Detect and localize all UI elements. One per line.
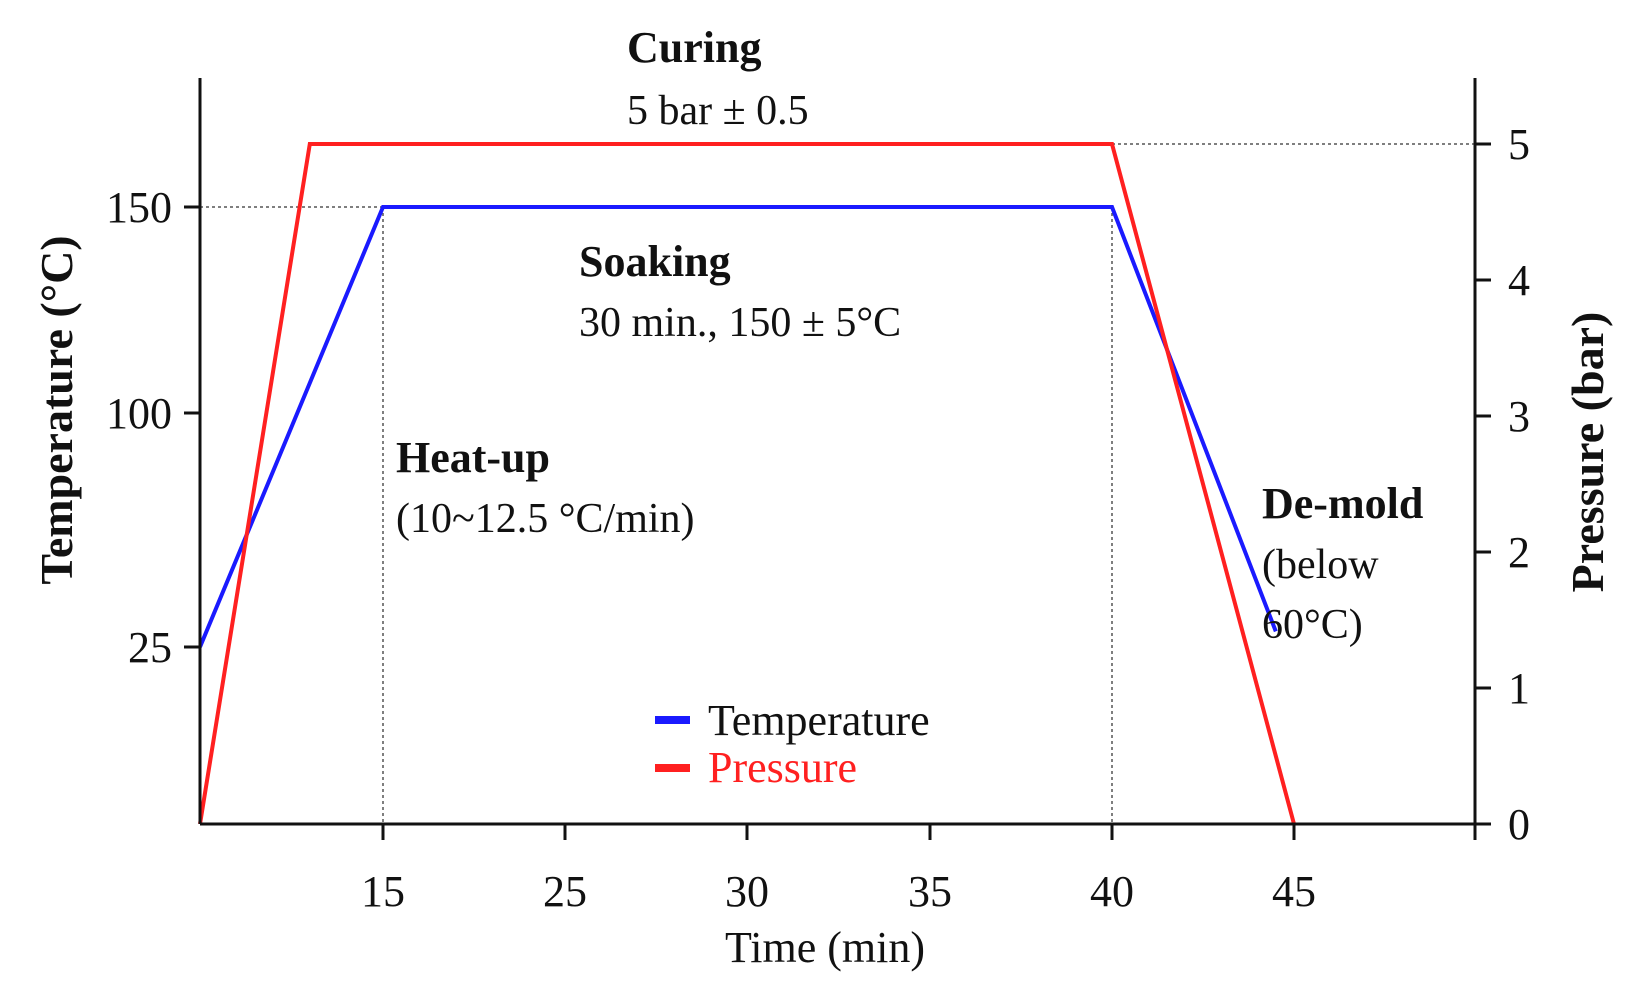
right-tick-label-1: 1: [1508, 664, 1530, 713]
heatup-annotation-detail: (10~12.5 °C/min): [396, 496, 695, 542]
right-tick-label-3: 3: [1508, 392, 1530, 441]
right-axis-title: Pressure (bar): [1562, 312, 1613, 593]
left-tick-label-100: 100: [106, 389, 172, 438]
legend: Temperature Pressure: [655, 696, 930, 792]
right-tick-label-0: 0: [1508, 800, 1530, 849]
left-axis-ticks: 25 100 150: [106, 183, 200, 672]
curing-annotation-title: Curing: [627, 23, 761, 72]
legend-temperature-label: Temperature: [708, 696, 930, 745]
x-tick-label-30: 30: [725, 867, 769, 916]
demold-annotation-detail-line2: 60°C): [1262, 602, 1363, 648]
right-axis-ticks: 0 1 2 3 4 5: [1475, 120, 1530, 849]
right-tick-label-2: 2: [1508, 528, 1530, 577]
x-tick-label-45: 45: [1272, 867, 1316, 916]
soaking-annotation-title: Soaking: [579, 237, 731, 286]
x-axis-title: Time (min): [725, 923, 925, 972]
x-tick-label-25: 25: [543, 867, 587, 916]
series-layer: [198, 142, 1296, 825]
x-axis-ticks: 15 25 30 35 40 45: [361, 824, 1477, 916]
x-tick-label-15: 15: [361, 867, 405, 916]
legend-pressure-label: Pressure: [708, 743, 857, 792]
right-tick-label-4: 4: [1508, 256, 1530, 305]
pressure-series-line: [198, 142, 1296, 825]
temperature-series-line: [198, 205, 1278, 648]
demold-annotation-detail-line1: (below: [1262, 542, 1379, 588]
soaking-annotation-detail: 30 min., 150 ± 5°C: [579, 300, 901, 346]
reference-lines: [200, 143, 1475, 824]
left-tick-label-150: 150: [106, 183, 172, 232]
x-tick-label-35: 35: [908, 867, 952, 916]
right-tick-label-5: 5: [1508, 120, 1530, 169]
left-tick-label-25: 25: [128, 623, 172, 672]
curing-annotation-detail: 5 bar ± 0.5: [627, 88, 809, 134]
heatup-annotation-title: Heat-up: [396, 433, 550, 482]
x-tick-label-40: 40: [1090, 867, 1134, 916]
demold-annotation-title: De-mold: [1262, 479, 1423, 528]
left-axis-title: Temperature (°C): [31, 235, 82, 584]
